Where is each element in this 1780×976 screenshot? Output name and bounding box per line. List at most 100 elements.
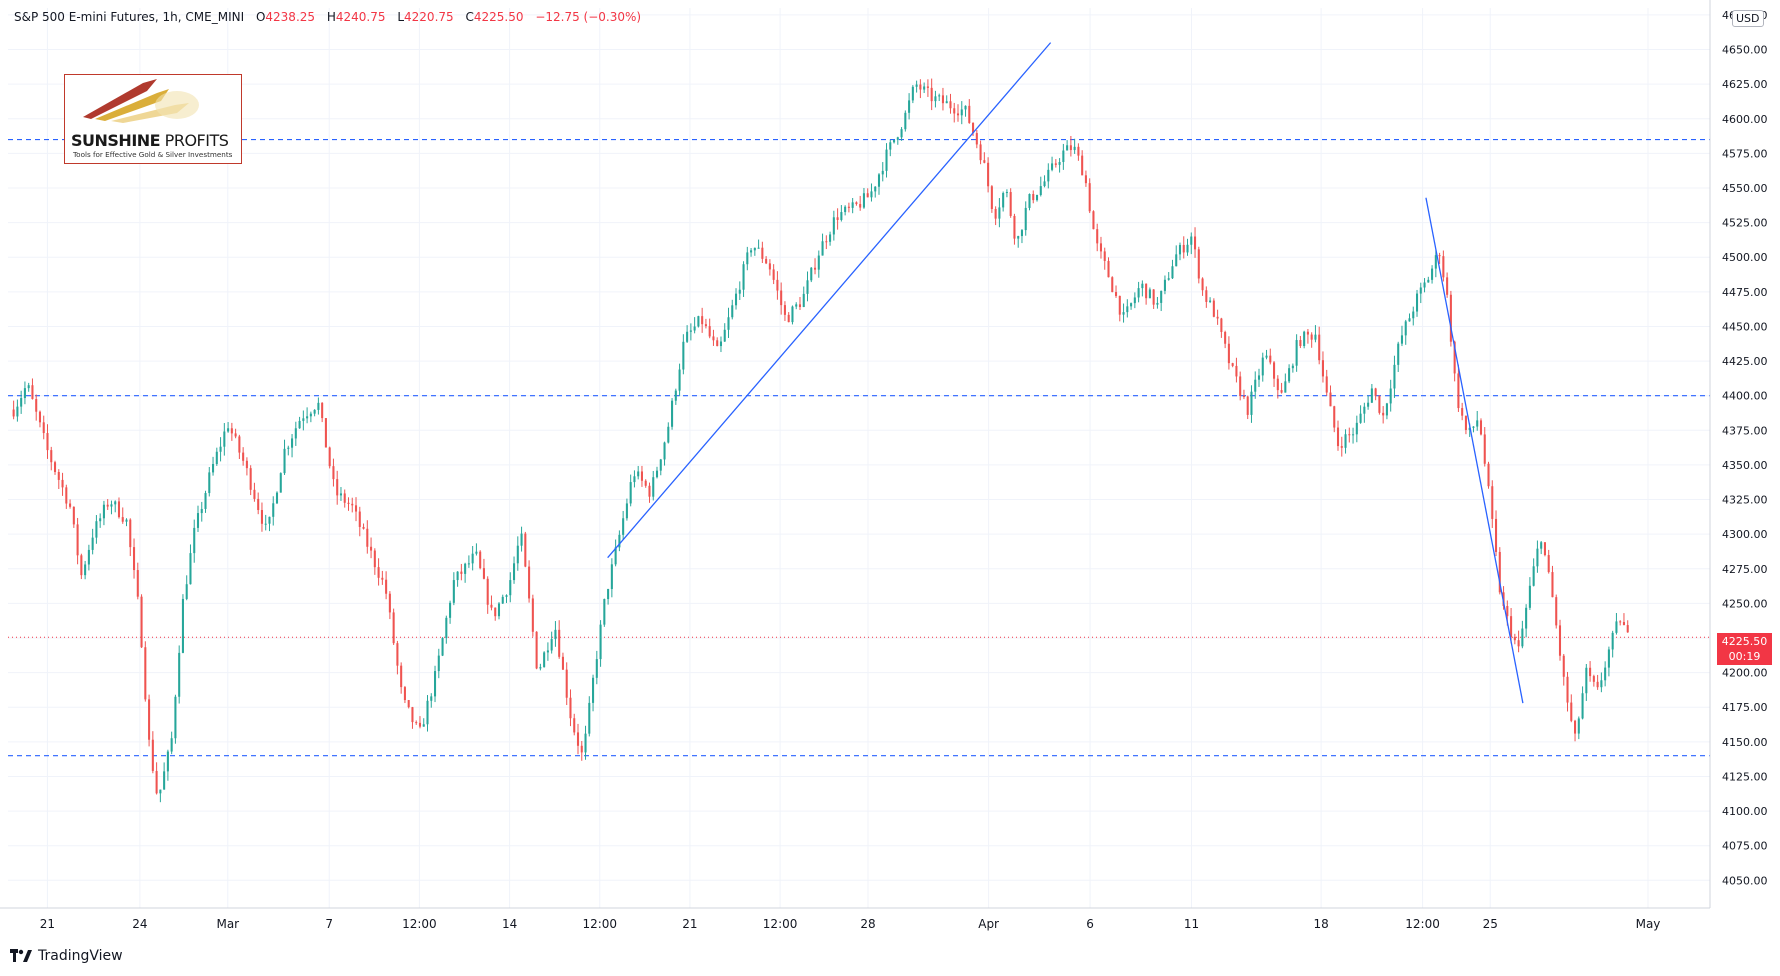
y-tick-label: 4175.00	[1722, 701, 1768, 714]
candle-down	[644, 480, 647, 486]
candle-down	[1182, 244, 1185, 253]
candle-up	[595, 659, 598, 678]
y-tick-label: 4450.00	[1722, 320, 1768, 333]
candle-up	[893, 139, 896, 143]
candle-up	[264, 523, 267, 525]
candle-up	[1047, 169, 1050, 182]
candle-down	[490, 604, 493, 608]
candle-down	[1224, 331, 1227, 344]
candle-up	[588, 702, 591, 734]
candle-down	[930, 87, 933, 102]
candle-up	[599, 624, 602, 660]
candle-up	[1291, 365, 1294, 369]
candle-up	[471, 553, 474, 564]
candle-up	[1133, 297, 1136, 304]
candle-down	[558, 629, 561, 657]
candle-down	[12, 409, 15, 417]
x-tick-label: 28	[860, 917, 875, 931]
candle-up	[1419, 287, 1422, 294]
candle-down	[776, 279, 779, 291]
candle-down	[975, 133, 978, 145]
y-tick-label: 4325.00	[1722, 494, 1768, 507]
candle-up	[810, 267, 813, 281]
candle-down	[704, 324, 707, 327]
candle-down	[825, 241, 828, 243]
candle-down	[65, 487, 68, 504]
candle-down	[494, 607, 497, 617]
candle-down	[1558, 625, 1562, 656]
candle-down	[151, 739, 154, 771]
candle-down	[370, 546, 373, 551]
candle-down	[1114, 292, 1118, 296]
candle-up	[178, 652, 181, 697]
candle-up	[1126, 306, 1129, 313]
candle-up	[306, 416, 309, 419]
trendline	[1425, 197, 1524, 704]
candle-down	[354, 505, 358, 512]
candle-up	[16, 406, 19, 417]
candle-up	[719, 341, 723, 347]
candle-down	[1442, 256, 1445, 278]
candle-down	[396, 643, 399, 666]
candle-up	[1367, 402, 1370, 407]
y-tick-label: 4125.00	[1722, 770, 1768, 783]
candle-down	[994, 208, 997, 219]
x-tick-label: 18	[1313, 917, 1328, 931]
y-tick-label: 4600.00	[1722, 113, 1768, 126]
candle-down	[1325, 376, 1328, 393]
candle-up	[501, 596, 504, 604]
candle-down	[42, 422, 45, 434]
x-tick-label: 12:00	[763, 917, 798, 931]
candle-up	[821, 241, 824, 256]
candle-down	[148, 699, 151, 740]
candle-up	[1295, 340, 1298, 366]
candle-up	[603, 599, 606, 625]
legend-header: S&P 500 E-mini Futures, 1h, CME_MINI O42…	[14, 10, 641, 24]
candle-down	[1099, 243, 1103, 252]
currency-badge[interactable]: USD	[1732, 10, 1764, 27]
candle-up	[622, 518, 625, 535]
candle-down	[1589, 667, 1592, 677]
candle-down	[1622, 622, 1625, 626]
candle-up	[1476, 420, 1479, 427]
logo-tagline: Tools for Effective Gold & Silver Invest…	[73, 150, 233, 159]
candle-up	[734, 293, 738, 306]
candle-down	[260, 510, 263, 524]
tradingview-logo[interactable]: TradingView	[10, 948, 123, 964]
candle-down	[1032, 194, 1035, 201]
candle-up	[1209, 300, 1212, 302]
candle-down	[1479, 420, 1483, 435]
candle-up	[889, 142, 892, 150]
candle-down	[956, 113, 960, 116]
x-tick-label: 21	[40, 917, 55, 931]
candle-down	[953, 108, 956, 114]
candle-up	[671, 400, 674, 427]
y-tick-label: 4150.00	[1722, 736, 1768, 749]
candle-down	[1446, 277, 1449, 295]
candle-up	[313, 409, 316, 414]
candle-up	[294, 428, 297, 439]
candle-down	[1009, 192, 1012, 216]
candle-down	[1107, 260, 1110, 278]
candle-down	[1494, 518, 1498, 552]
candle-up	[554, 629, 557, 640]
candle-up	[426, 700, 429, 725]
candle-down	[1088, 183, 1091, 212]
candle-up	[1284, 381, 1287, 393]
candle-down	[35, 399, 38, 412]
tradingview-label: TradingView	[38, 948, 123, 964]
candle-down	[418, 722, 422, 727]
candle-up	[1257, 375, 1261, 380]
x-tick-label: 7	[325, 917, 333, 931]
candle-up	[881, 170, 884, 175]
candle-down	[377, 567, 380, 578]
y-tick-label: 4475.00	[1722, 286, 1768, 299]
candle-down	[1205, 290, 1208, 302]
y-tick-label: 4275.00	[1722, 563, 1768, 576]
candle-down	[576, 732, 580, 746]
candle-up	[452, 580, 455, 603]
x-tick-label: May	[1636, 917, 1661, 931]
candle-up	[223, 431, 226, 447]
